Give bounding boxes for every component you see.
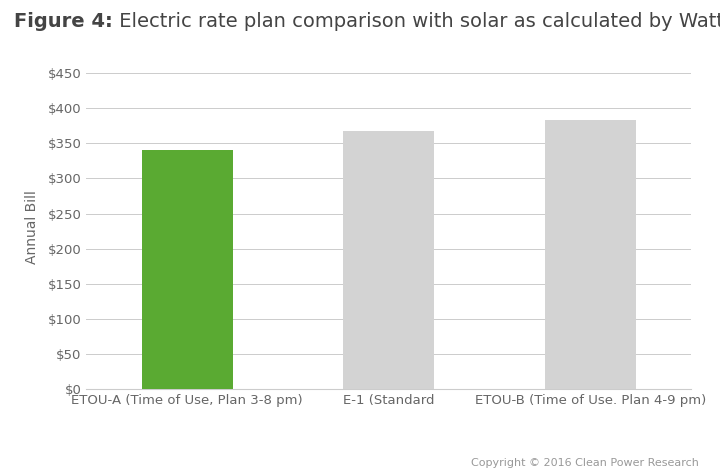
Bar [545, 120, 636, 389]
Y-axis label: Annual Bill: Annual Bill [25, 191, 40, 264]
Text: Electric rate plan comparison with solar as calculated by WattPlan®: Electric rate plan comparison with solar… [113, 12, 720, 31]
Text: Figure 4:: Figure 4: [14, 12, 113, 31]
Bar [343, 131, 434, 389]
Bar [142, 150, 233, 389]
Text: Copyright © 2016 Clean Power Research: Copyright © 2016 Clean Power Research [471, 458, 698, 468]
